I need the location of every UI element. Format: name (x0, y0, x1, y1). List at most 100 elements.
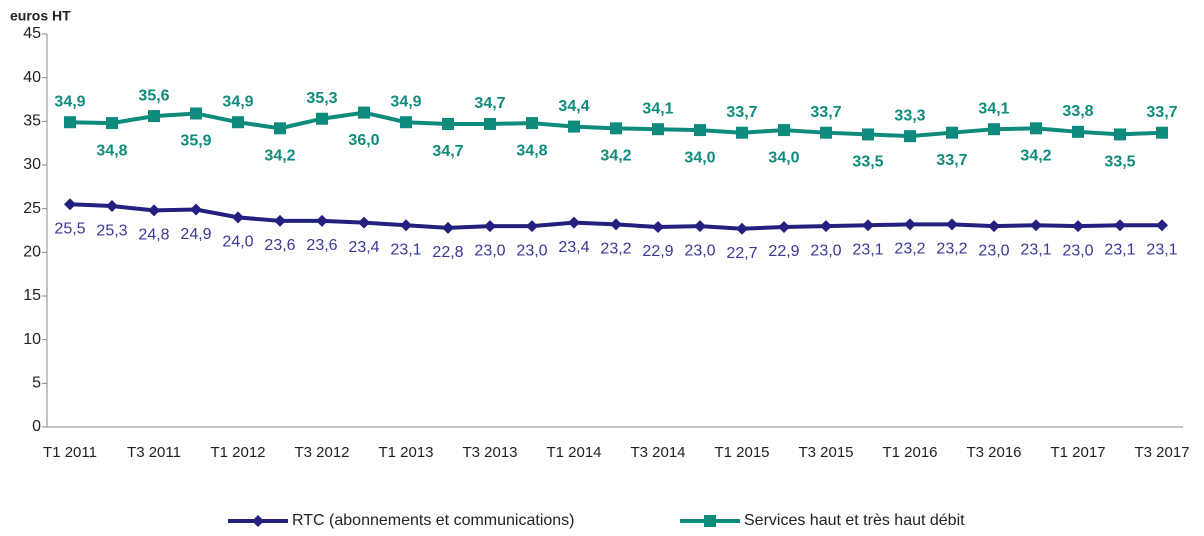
data-label: 34,0 (684, 149, 715, 166)
legend-label: RTC (abonnements et communications) (292, 512, 575, 529)
marker (232, 211, 244, 224)
data-label: 35,6 (138, 87, 169, 104)
marker (526, 117, 538, 130)
y-tick-label: 0 (32, 418, 41, 435)
data-label: 23,0 (474, 242, 505, 259)
data-label: 22,9 (768, 243, 799, 260)
marker (316, 214, 328, 227)
marker (106, 117, 118, 130)
marker (526, 220, 538, 233)
x-tick-label: T1 2013 (378, 444, 433, 461)
x-tick-label: T1 2015 (714, 444, 769, 461)
marker (484, 220, 496, 233)
y-tick-label: 25 (23, 200, 41, 217)
data-label: 23,2 (894, 241, 925, 258)
data-label: 33,7 (936, 152, 967, 169)
x-tick-label: T3 2013 (462, 444, 517, 461)
marker (736, 222, 748, 235)
data-label: 35,9 (180, 133, 211, 150)
marker (652, 221, 664, 234)
x-tick-label: T3 2015 (798, 444, 853, 461)
x-tick-label: T3 2017 (1134, 444, 1189, 461)
marker (232, 116, 244, 129)
marker (148, 204, 160, 217)
marker (904, 218, 916, 231)
data-label: 34,9 (390, 93, 421, 110)
marker (1072, 125, 1084, 138)
data-label: 24,8 (138, 227, 169, 244)
marker (988, 220, 1000, 233)
data-label: 34,8 (96, 142, 127, 159)
marker (252, 515, 264, 527)
data-label: 33,3 (894, 107, 925, 124)
marker (1072, 220, 1084, 233)
marker (358, 106, 370, 119)
marker (64, 116, 76, 129)
data-label: 23,4 (558, 239, 589, 256)
data-label: 23,1 (1146, 241, 1177, 258)
marker (820, 220, 832, 233)
data-label: 33,7 (810, 104, 841, 121)
x-tick-label: T1 2014 (546, 444, 601, 461)
marker (484, 117, 496, 130)
marker (610, 122, 622, 135)
data-label: 23,6 (264, 237, 295, 254)
marker (652, 123, 664, 136)
marker (946, 126, 958, 139)
data-label: 25,5 (54, 221, 85, 238)
marker (400, 116, 412, 129)
data-label: 25,3 (96, 222, 127, 239)
data-label: 36,0 (348, 132, 379, 149)
marker (274, 214, 286, 227)
y-tick-label: 10 (23, 331, 41, 348)
marker (694, 124, 706, 137)
x-tick-label: T1 2017 (1050, 444, 1105, 461)
marker (64, 198, 76, 211)
marker (190, 107, 202, 120)
data-label: 23,1 (1104, 241, 1135, 258)
y-tick-label: 5 (32, 375, 41, 392)
marker (568, 120, 580, 133)
y-tick-label: 45 (23, 25, 41, 42)
data-label: 23,1 (390, 241, 421, 258)
data-label: 33,7 (726, 104, 757, 121)
marker (1156, 126, 1168, 139)
marker (1114, 128, 1126, 141)
data-label: 34,9 (54, 93, 85, 110)
data-label: 34,1 (642, 100, 673, 117)
data-label: 34,2 (600, 148, 631, 165)
y-tick-label: 15 (23, 287, 41, 304)
marker (694, 220, 706, 233)
data-label: 23,1 (1020, 241, 1051, 258)
x-tick-label: T1 2012 (210, 444, 265, 461)
data-label: 34,1 (978, 100, 1009, 117)
data-label: 34,7 (474, 95, 505, 112)
marker (442, 117, 454, 130)
data-label: 33,5 (852, 154, 883, 171)
data-label: 23,4 (348, 239, 379, 256)
data-label: 23,0 (684, 242, 715, 259)
y-tick-label: 40 (23, 69, 41, 86)
marker (1156, 219, 1168, 232)
data-label: 23,0 (978, 242, 1009, 259)
data-label: 23,1 (852, 241, 883, 258)
marker (1030, 122, 1042, 135)
y-axis-label: euros HT (10, 8, 71, 24)
data-label: 34,8 (516, 142, 547, 159)
data-label: 34,4 (558, 98, 589, 115)
data-label: 22,9 (642, 243, 673, 260)
marker (148, 110, 160, 123)
marker (610, 218, 622, 231)
data-label: 34,7 (432, 143, 463, 160)
data-label: 23,6 (306, 237, 337, 254)
marker (358, 216, 370, 229)
x-tick-label: T3 2016 (966, 444, 1021, 461)
data-label: 33,8 (1062, 103, 1093, 120)
marker (400, 219, 412, 232)
data-label: 22,8 (432, 244, 463, 261)
data-label: 23,2 (600, 241, 631, 258)
data-label: 34,9 (222, 93, 253, 110)
data-label: 23,0 (1062, 242, 1093, 259)
marker (778, 124, 790, 137)
